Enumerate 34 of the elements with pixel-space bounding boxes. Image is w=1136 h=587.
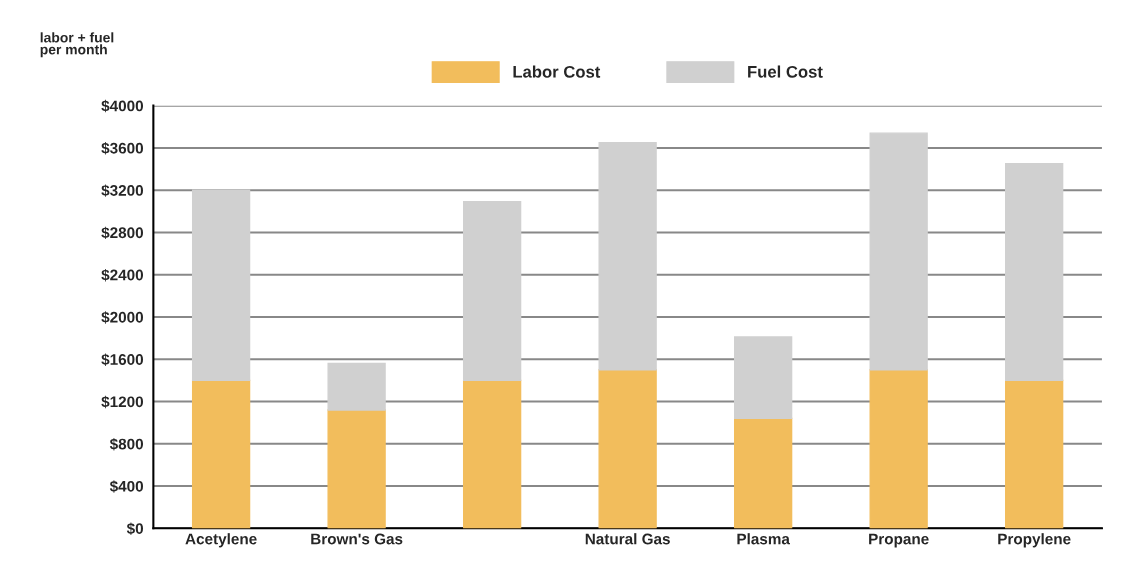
- x-tick-label: Propane: [869, 533, 929, 548]
- y-tick-label: $2400: [101, 268, 144, 282]
- y-tick-label: $0: [126, 522, 144, 535]
- bar: [327, 409, 386, 529]
- y-tick-label: $3600: [101, 142, 144, 155]
- y-tick-label: $3200: [101, 184, 144, 197]
- bar: [598, 141, 657, 371]
- bar: [733, 417, 793, 529]
- bar: [191, 189, 251, 382]
- x-tick-label: Brown's Gas: [311, 533, 403, 545]
- bar: [1005, 379, 1064, 529]
- y-tick-label: $2000: [101, 311, 144, 324]
- bar: [733, 336, 793, 420]
- y-tick-label: $1200: [101, 395, 144, 409]
- bar: [191, 379, 251, 529]
- y-tick-label: $1600: [101, 353, 144, 366]
- y-tick-label: $800: [109, 437, 144, 451]
- bar: [462, 379, 522, 529]
- legend-label: Fuel Cost: [748, 65, 823, 78]
- y-tick-label: $2800: [101, 226, 144, 240]
- x-tick-label: Natural Gas: [585, 533, 670, 545]
- x-tick-label: Plasma: [737, 533, 790, 545]
- x-tick-label: Acetylene: [185, 533, 257, 548]
- bar: [869, 132, 928, 371]
- y-tick-label: $4000: [101, 99, 144, 113]
- bar: [327, 362, 386, 411]
- bar: [1005, 163, 1064, 382]
- bar: [462, 201, 522, 382]
- bar: [869, 369, 928, 529]
- y-axis-title: labor + fuel per month: [40, 32, 114, 58]
- y-tick-label: $400: [109, 480, 144, 493]
- bar: [598, 369, 657, 529]
- x-tick-label: Propylene: [998, 533, 1071, 548]
- legend-label: Labor Cost: [513, 65, 601, 78]
